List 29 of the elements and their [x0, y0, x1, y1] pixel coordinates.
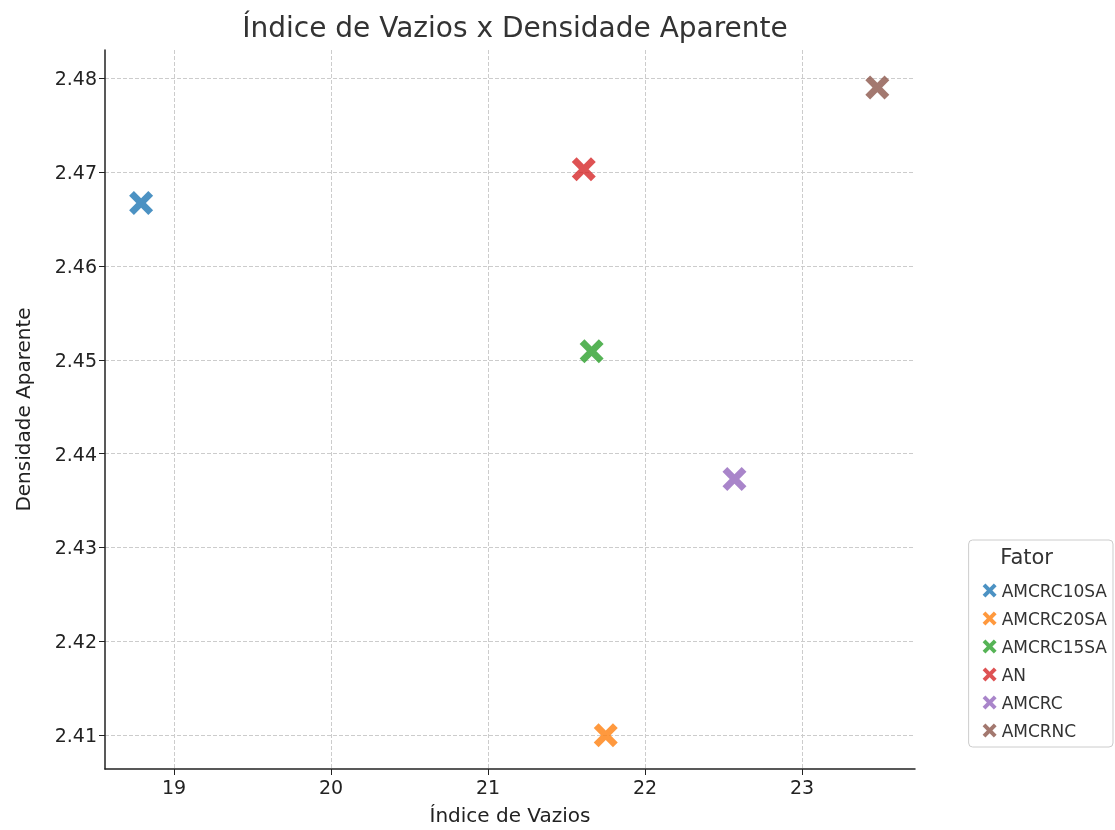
point [593, 723, 618, 748]
x-tick-label: 23 [789, 775, 815, 798]
x-tick-label: 20 [318, 775, 344, 798]
y-tick-label: 2.46 [54, 254, 97, 277]
y-tick-label: 2.41 [54, 724, 97, 747]
x-tick-label: 19 [161, 775, 187, 798]
y-axis-title: Densidade Aparente [11, 307, 35, 512]
legend-label: AMCRC10SA [1001, 580, 1108, 601]
legend-label: AN [1001, 664, 1026, 685]
point [865, 75, 890, 100]
chart-title: Índice de Vazios x Densidade Aparente [242, 9, 788, 44]
y-tick-label: 2.43 [54, 536, 97, 559]
legend-label: AMCRC20SA [1001, 608, 1108, 629]
point [571, 157, 596, 182]
x-axis-title: Índice de Vazios [429, 803, 591, 827]
y-tick-label: 2.47 [54, 161, 97, 184]
y-tick-label: 2.45 [54, 348, 97, 371]
y-tick-label: 2.42 [54, 630, 97, 653]
point [129, 191, 154, 215]
legend-label: AMCRC15SA [1001, 636, 1108, 657]
point [579, 339, 604, 364]
legend-label: AMCRC [1001, 692, 1063, 713]
x-tick-label: 22 [632, 775, 658, 798]
legend-title: Fator [1000, 544, 1054, 569]
x-tick-label: 21 [475, 775, 501, 798]
point [722, 466, 747, 491]
legend-label: AMCRNC [1001, 720, 1077, 741]
y-tick-label: 2.48 [54, 67, 97, 90]
y-tick-label: 2.44 [54, 442, 97, 465]
